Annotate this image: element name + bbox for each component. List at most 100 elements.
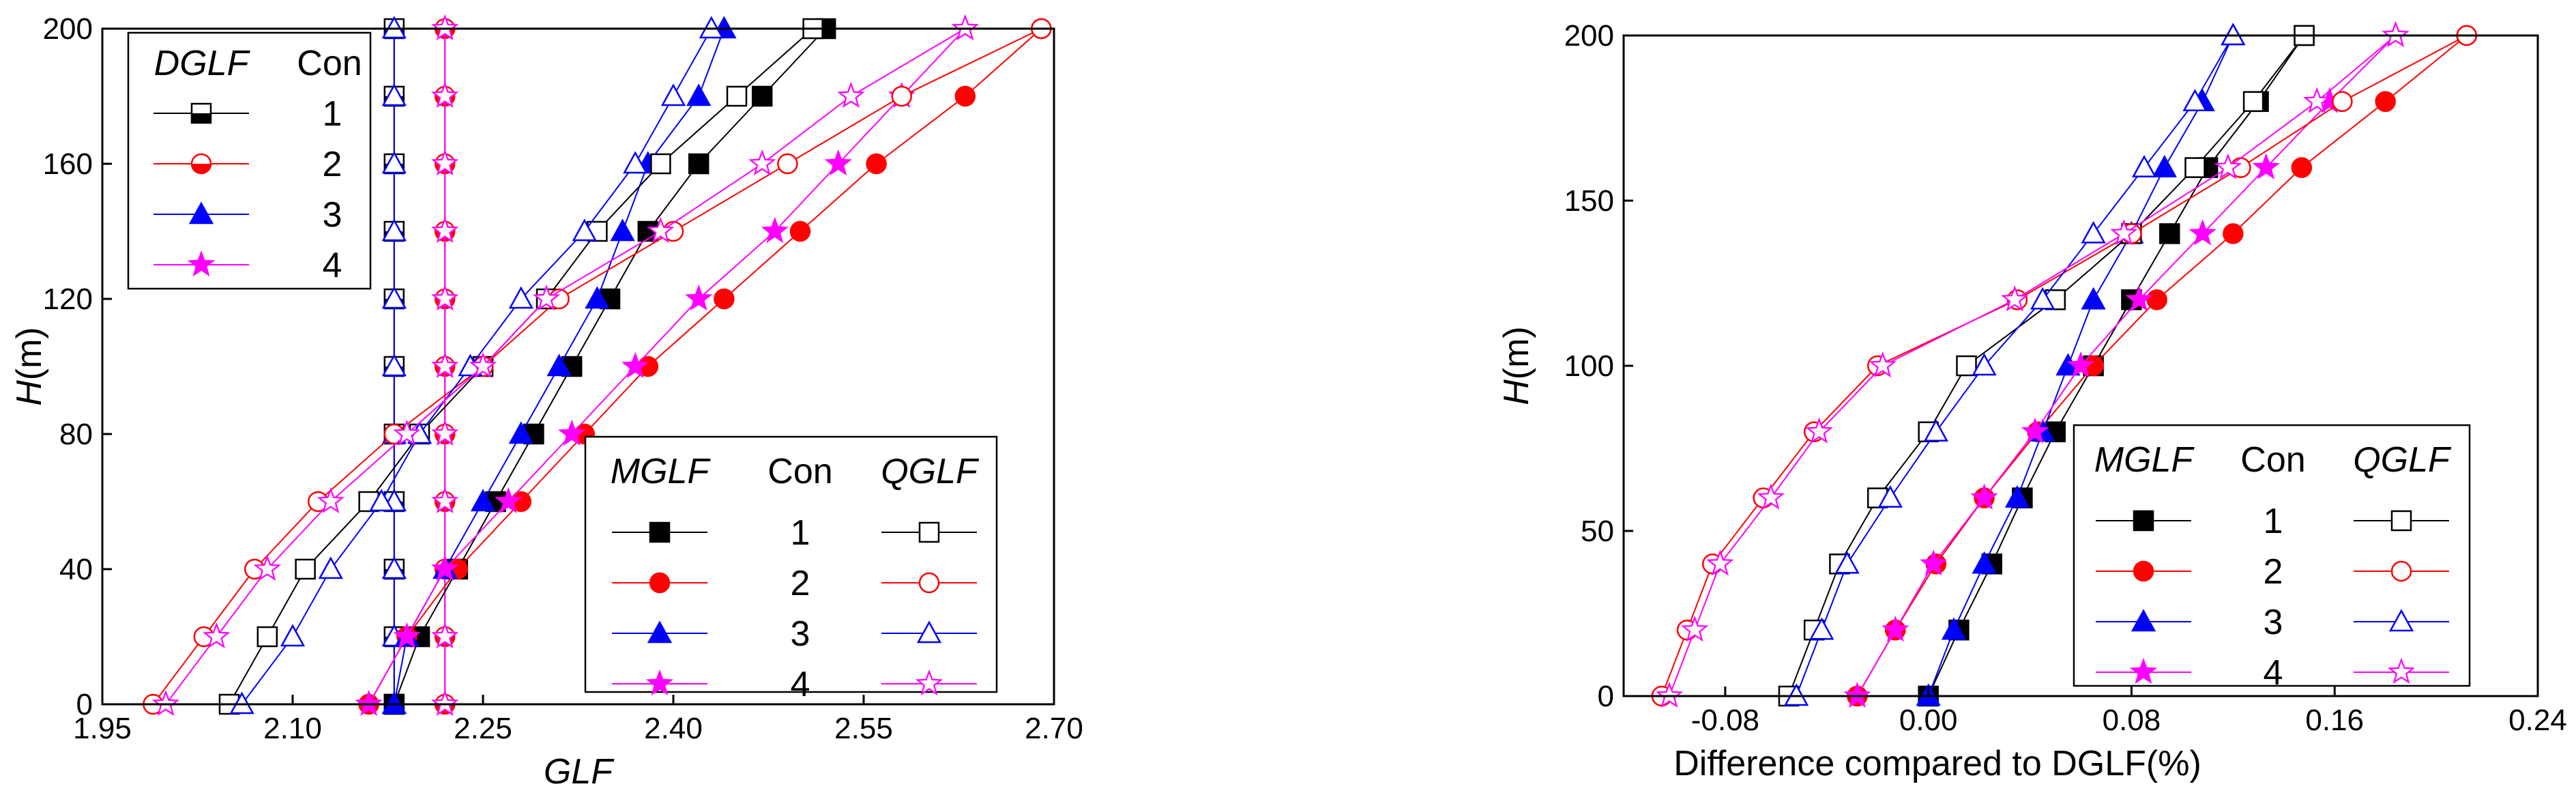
data-point — [572, 218, 597, 242]
data-point — [431, 689, 459, 717]
right-plot-area — [1651, 20, 2478, 708]
left-legends: DGLF Con 1 2 3 4 MGLF Con QGLF 1 2 3 4 — [127, 31, 998, 704]
data-point — [777, 153, 798, 175]
x-axis-label: GLF — [544, 752, 615, 792]
data-point — [1956, 355, 1977, 377]
legend-con-label: 1 — [2264, 502, 2283, 541]
data-point — [954, 85, 976, 107]
series-qglf-con-4 — [151, 14, 979, 717]
data-point — [2242, 91, 2264, 113]
data-point — [1843, 681, 1871, 708]
legend-box — [2073, 424, 2471, 687]
legend-marker — [2388, 609, 2414, 632]
x-tick-label: 0.00 — [1899, 704, 1958, 737]
data-point — [2081, 287, 2106, 310]
data-point — [951, 14, 979, 41]
legend-con-label: 3 — [323, 195, 342, 235]
y-axis-label: H(m) — [1497, 326, 1536, 405]
data-point — [2001, 285, 2029, 312]
data-point — [2066, 351, 2095, 378]
data-point — [431, 351, 459, 379]
data-point — [431, 81, 459, 109]
data-point — [585, 286, 610, 309]
data-point — [891, 85, 913, 107]
data-point — [508, 421, 533, 444]
x-tick-label: 0.16 — [2305, 704, 2364, 737]
data-point — [1970, 483, 1998, 510]
legend-marker — [915, 669, 943, 696]
y-tick-label: 100 — [1564, 349, 1614, 383]
legend-con-label: 4 — [791, 665, 810, 704]
legend-header: Con — [297, 44, 362, 83]
left-axes: 1.95 2.10 2.25 2.40 2.55 2.70 0 40 80 120 160 200 GL… — [10, 12, 1083, 792]
data-point — [2081, 220, 2106, 244]
legend-header: QGLF — [881, 452, 980, 491]
legend-header: Con — [2240, 440, 2305, 480]
data-point — [2291, 157, 2313, 178]
legend-header: Con — [767, 452, 832, 491]
data-point — [2223, 223, 2244, 244]
legend-con-label: 1 — [323, 94, 342, 134]
data-point — [866, 153, 887, 175]
data-point — [431, 554, 459, 581]
legend-marker — [649, 572, 671, 594]
series-qglf-con-4 — [1655, 20, 2410, 708]
data-point — [621, 351, 649, 379]
data-point — [2004, 485, 2030, 508]
data-point — [381, 151, 407, 174]
data-point — [295, 558, 316, 580]
data-point — [280, 624, 306, 647]
x-tick-label: 1.95 — [73, 712, 132, 745]
data-point — [2375, 91, 2396, 113]
x-tick-label: 2.70 — [1025, 712, 1083, 745]
legend-marker — [188, 201, 214, 225]
y-tick-label: 0 — [1598, 680, 1614, 713]
data-point — [2303, 87, 2331, 113]
data-point — [789, 220, 811, 242]
legend-marker — [2387, 657, 2416, 684]
x-tick-label: 2.25 — [454, 712, 512, 745]
series-dglf-con-4 — [431, 14, 459, 717]
right-chart: -0.08 0.00 0.08 0.16 0.24 0 50 100 150 200 Differe… — [1497, 19, 2567, 783]
legend-marker — [2390, 510, 2412, 532]
x-tick-label: 0.08 — [2103, 704, 2161, 737]
legend-header: QGLF — [2353, 440, 2452, 480]
legend-box — [584, 435, 998, 693]
data-point — [393, 419, 421, 446]
legend-marker — [2133, 560, 2154, 582]
data-point — [381, 286, 407, 309]
y-tick-label: 200 — [1564, 19, 1614, 53]
data-point — [1972, 551, 1997, 574]
legend-box — [127, 31, 372, 290]
data-point — [610, 218, 635, 242]
data-point — [1869, 351, 1897, 378]
data-point — [824, 149, 852, 176]
y-tick-label: 160 — [43, 147, 93, 181]
data-point — [2030, 287, 2055, 310]
data-point — [650, 153, 671, 175]
data-point — [381, 218, 407, 242]
data-point — [257, 626, 278, 648]
y-tick-label: 150 — [1564, 184, 1614, 218]
data-point — [748, 149, 776, 176]
legend-marker — [190, 153, 212, 175]
right-axes: -0.08 0.00 0.08 0.16 0.24 0 50 100 150 200 Differe… — [1497, 19, 2567, 783]
x-tick-label: 2.40 — [644, 712, 703, 745]
left-plot-area — [143, 14, 1052, 717]
data-point — [1923, 419, 1948, 442]
legend-con-label: 4 — [2264, 653, 2283, 693]
data-point — [2146, 289, 2167, 311]
right-legends: MGLF Con QGLF 1 2 3 4 — [2073, 424, 2471, 693]
data-point — [623, 151, 648, 174]
data-point — [1805, 417, 1833, 444]
y-tick-label: 80 — [59, 418, 93, 451]
data-point — [558, 419, 586, 446]
legend-header: DGLF — [154, 44, 251, 83]
left-chart: 1.95 2.10 2.25 2.40 2.55 2.70 0 40 80 120 160 200 GL… — [10, 12, 1083, 792]
data-point — [2252, 153, 2280, 179]
x-tick-label: 0.24 — [2508, 704, 2567, 737]
y-axis-label: H(m) — [10, 327, 49, 406]
data-point — [2021, 417, 2049, 444]
legend-header: MGLF — [611, 452, 712, 491]
